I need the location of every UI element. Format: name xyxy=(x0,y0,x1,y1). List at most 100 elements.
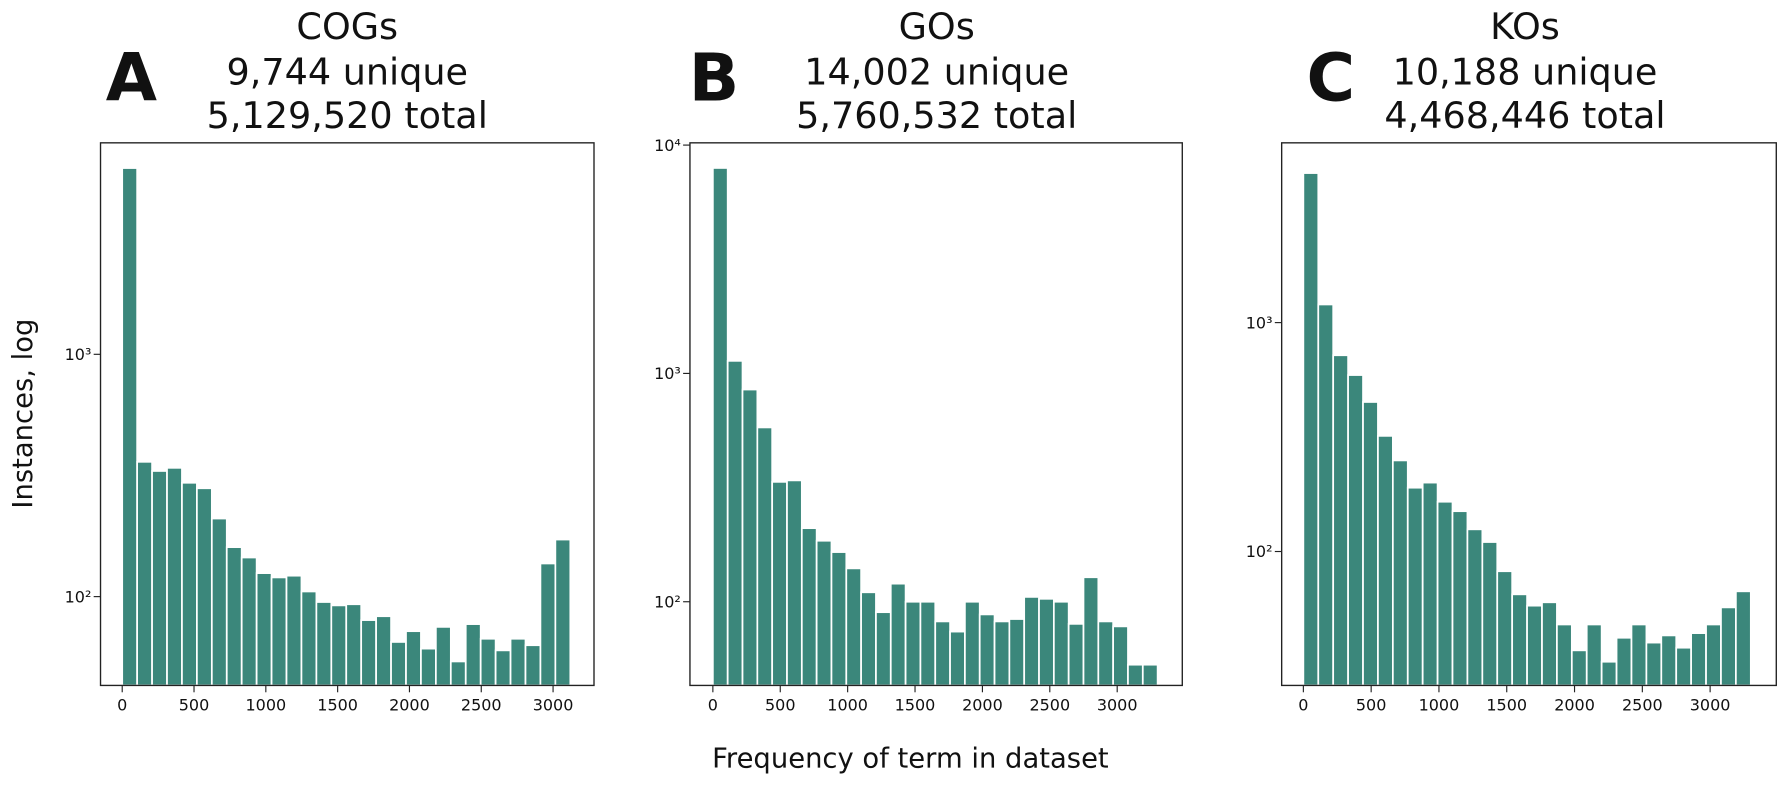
chart-title: COGs xyxy=(296,5,398,48)
bar xyxy=(904,600,922,687)
bar xyxy=(435,626,452,687)
bar xyxy=(121,167,139,687)
bar xyxy=(449,660,467,687)
bar xyxy=(300,590,318,687)
x-tick-label: 3000 xyxy=(1690,696,1731,715)
bar xyxy=(1052,600,1070,687)
bar xyxy=(270,576,288,687)
bar xyxy=(1511,593,1528,687)
x-tick-label: 500 xyxy=(765,696,796,715)
x-tick-label: 1000 xyxy=(245,696,286,715)
x-tick-label: 0 xyxy=(1298,696,1308,715)
bar xyxy=(524,644,542,687)
x-tick-label: 0 xyxy=(117,696,127,715)
bar xyxy=(210,517,228,687)
bar xyxy=(800,527,818,687)
bar xyxy=(1127,663,1144,687)
bar xyxy=(1067,623,1085,687)
bar xyxy=(1377,435,1394,687)
bar xyxy=(1302,172,1320,687)
x-tick-label: 1500 xyxy=(317,696,358,715)
bar xyxy=(1466,528,1484,687)
bar xyxy=(375,615,392,687)
chart-subtitle: 14,002 unique xyxy=(804,51,1069,94)
bar xyxy=(1645,641,1663,687)
bar xyxy=(1615,636,1633,687)
bar xyxy=(712,167,729,687)
bar xyxy=(315,601,333,687)
bar xyxy=(1008,618,1026,687)
panel-label: A xyxy=(106,40,157,117)
bar xyxy=(830,551,848,687)
bar xyxy=(1391,459,1409,687)
bar xyxy=(509,637,527,687)
bar xyxy=(1690,632,1707,687)
y-tick-label: 10² xyxy=(654,592,681,611)
bar xyxy=(771,481,788,687)
x-tick-label: 3000 xyxy=(533,696,574,715)
bar xyxy=(815,539,833,687)
bar xyxy=(1496,570,1514,687)
bar xyxy=(1421,481,1439,687)
bar xyxy=(889,582,907,687)
x-tick-label: 1500 xyxy=(1486,696,1527,715)
y-tick-label: 10² xyxy=(1246,542,1273,561)
chart-subtitle: 5,760,532 total xyxy=(796,94,1077,137)
chart-title: KOs xyxy=(1490,5,1560,48)
bar xyxy=(240,556,258,687)
bar xyxy=(151,470,168,687)
bar xyxy=(255,572,273,687)
bar xyxy=(1347,374,1364,687)
bar xyxy=(964,600,981,687)
bar xyxy=(539,562,557,687)
bar xyxy=(978,613,996,687)
x-tick-label: 2500 xyxy=(461,696,502,715)
x-tick-label: 2000 xyxy=(962,696,1003,715)
bar xyxy=(1735,590,1752,687)
bar xyxy=(919,600,937,687)
x-tick-label: 2500 xyxy=(1622,696,1663,715)
bar xyxy=(360,619,377,687)
bar xyxy=(330,604,348,687)
bar xyxy=(1541,601,1558,687)
x-tick-label: 2500 xyxy=(1029,696,1070,715)
x-tick-label: 1000 xyxy=(827,696,868,715)
bar xyxy=(1585,623,1603,687)
bar xyxy=(479,637,497,687)
bar xyxy=(1451,510,1469,687)
axes-frame xyxy=(689,142,1183,687)
bar xyxy=(1600,660,1618,687)
bar xyxy=(166,466,183,687)
bar xyxy=(860,591,877,687)
x-tick-label: 500 xyxy=(179,696,210,715)
x-tick-label: 0 xyxy=(708,696,718,715)
panel-label: C xyxy=(1306,40,1355,117)
bar xyxy=(196,487,213,687)
bar xyxy=(1526,604,1543,687)
x-tick-label: 500 xyxy=(1356,696,1387,715)
bar xyxy=(1481,541,1499,687)
bar xyxy=(1570,649,1588,687)
bar xyxy=(1332,354,1349,687)
bar xyxy=(1556,623,1573,687)
bar xyxy=(1097,620,1115,687)
bar xyxy=(949,630,966,687)
bar xyxy=(1436,500,1454,687)
bar xyxy=(1406,486,1424,687)
bar xyxy=(420,647,437,687)
chart-subtitle: 5,129,520 total xyxy=(207,94,488,137)
chart-subtitle: 4,468,446 total xyxy=(1384,94,1665,137)
bar xyxy=(1705,623,1722,687)
bar xyxy=(993,620,1011,687)
y-tick-label: 10² xyxy=(65,587,92,606)
bar xyxy=(786,479,803,687)
chart-title: GOs xyxy=(899,5,975,48)
y-tick-label: 10⁴ xyxy=(654,136,681,155)
bar xyxy=(554,538,572,687)
y-tick-label: 10³ xyxy=(654,364,681,383)
bar xyxy=(1362,401,1379,687)
bar xyxy=(934,620,951,687)
bar xyxy=(345,603,363,687)
chart-subtitle: 10,188 unique xyxy=(1393,51,1658,94)
